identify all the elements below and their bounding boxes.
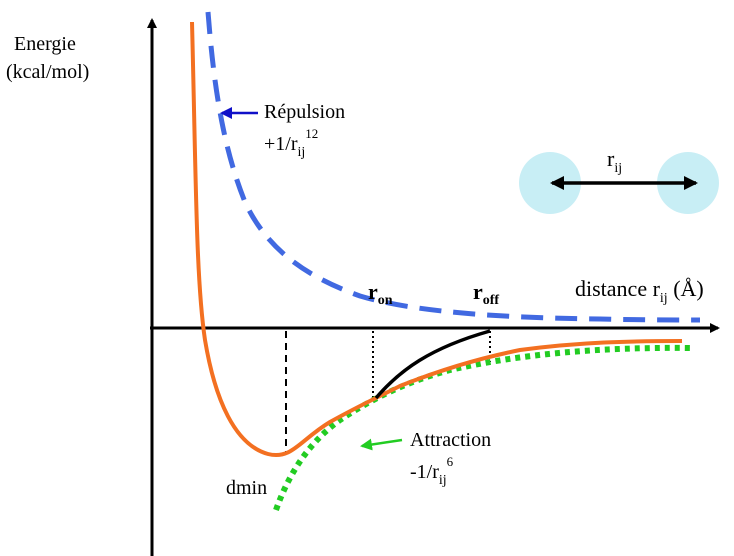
r-off-label: roff <box>473 279 499 308</box>
repulsion-curve <box>205 11 701 323</box>
attraction-pointer-arrow <box>360 438 403 451</box>
inset-rij-label: rij <box>607 146 622 176</box>
r-on-label: ron <box>368 279 393 308</box>
atom-pair-inset: rij <box>519 146 719 214</box>
x-axis-label: distance rij (Å) <box>575 276 704 306</box>
y-axis-label-line1: Energie <box>14 33 76 55</box>
y-axis-label-line2: (kcal/mol) <box>6 61 89 83</box>
dmin-label: dmin <box>226 477 267 499</box>
total-energy-curve <box>190 21 683 458</box>
attraction-label: Attraction <box>410 429 491 451</box>
switching-curve <box>374 329 491 400</box>
attraction-formula: -1/rij6 <box>410 454 454 488</box>
repulsion-formula: +1/rij12 <box>264 126 318 160</box>
repulsion-label: Répulsion <box>264 101 345 123</box>
